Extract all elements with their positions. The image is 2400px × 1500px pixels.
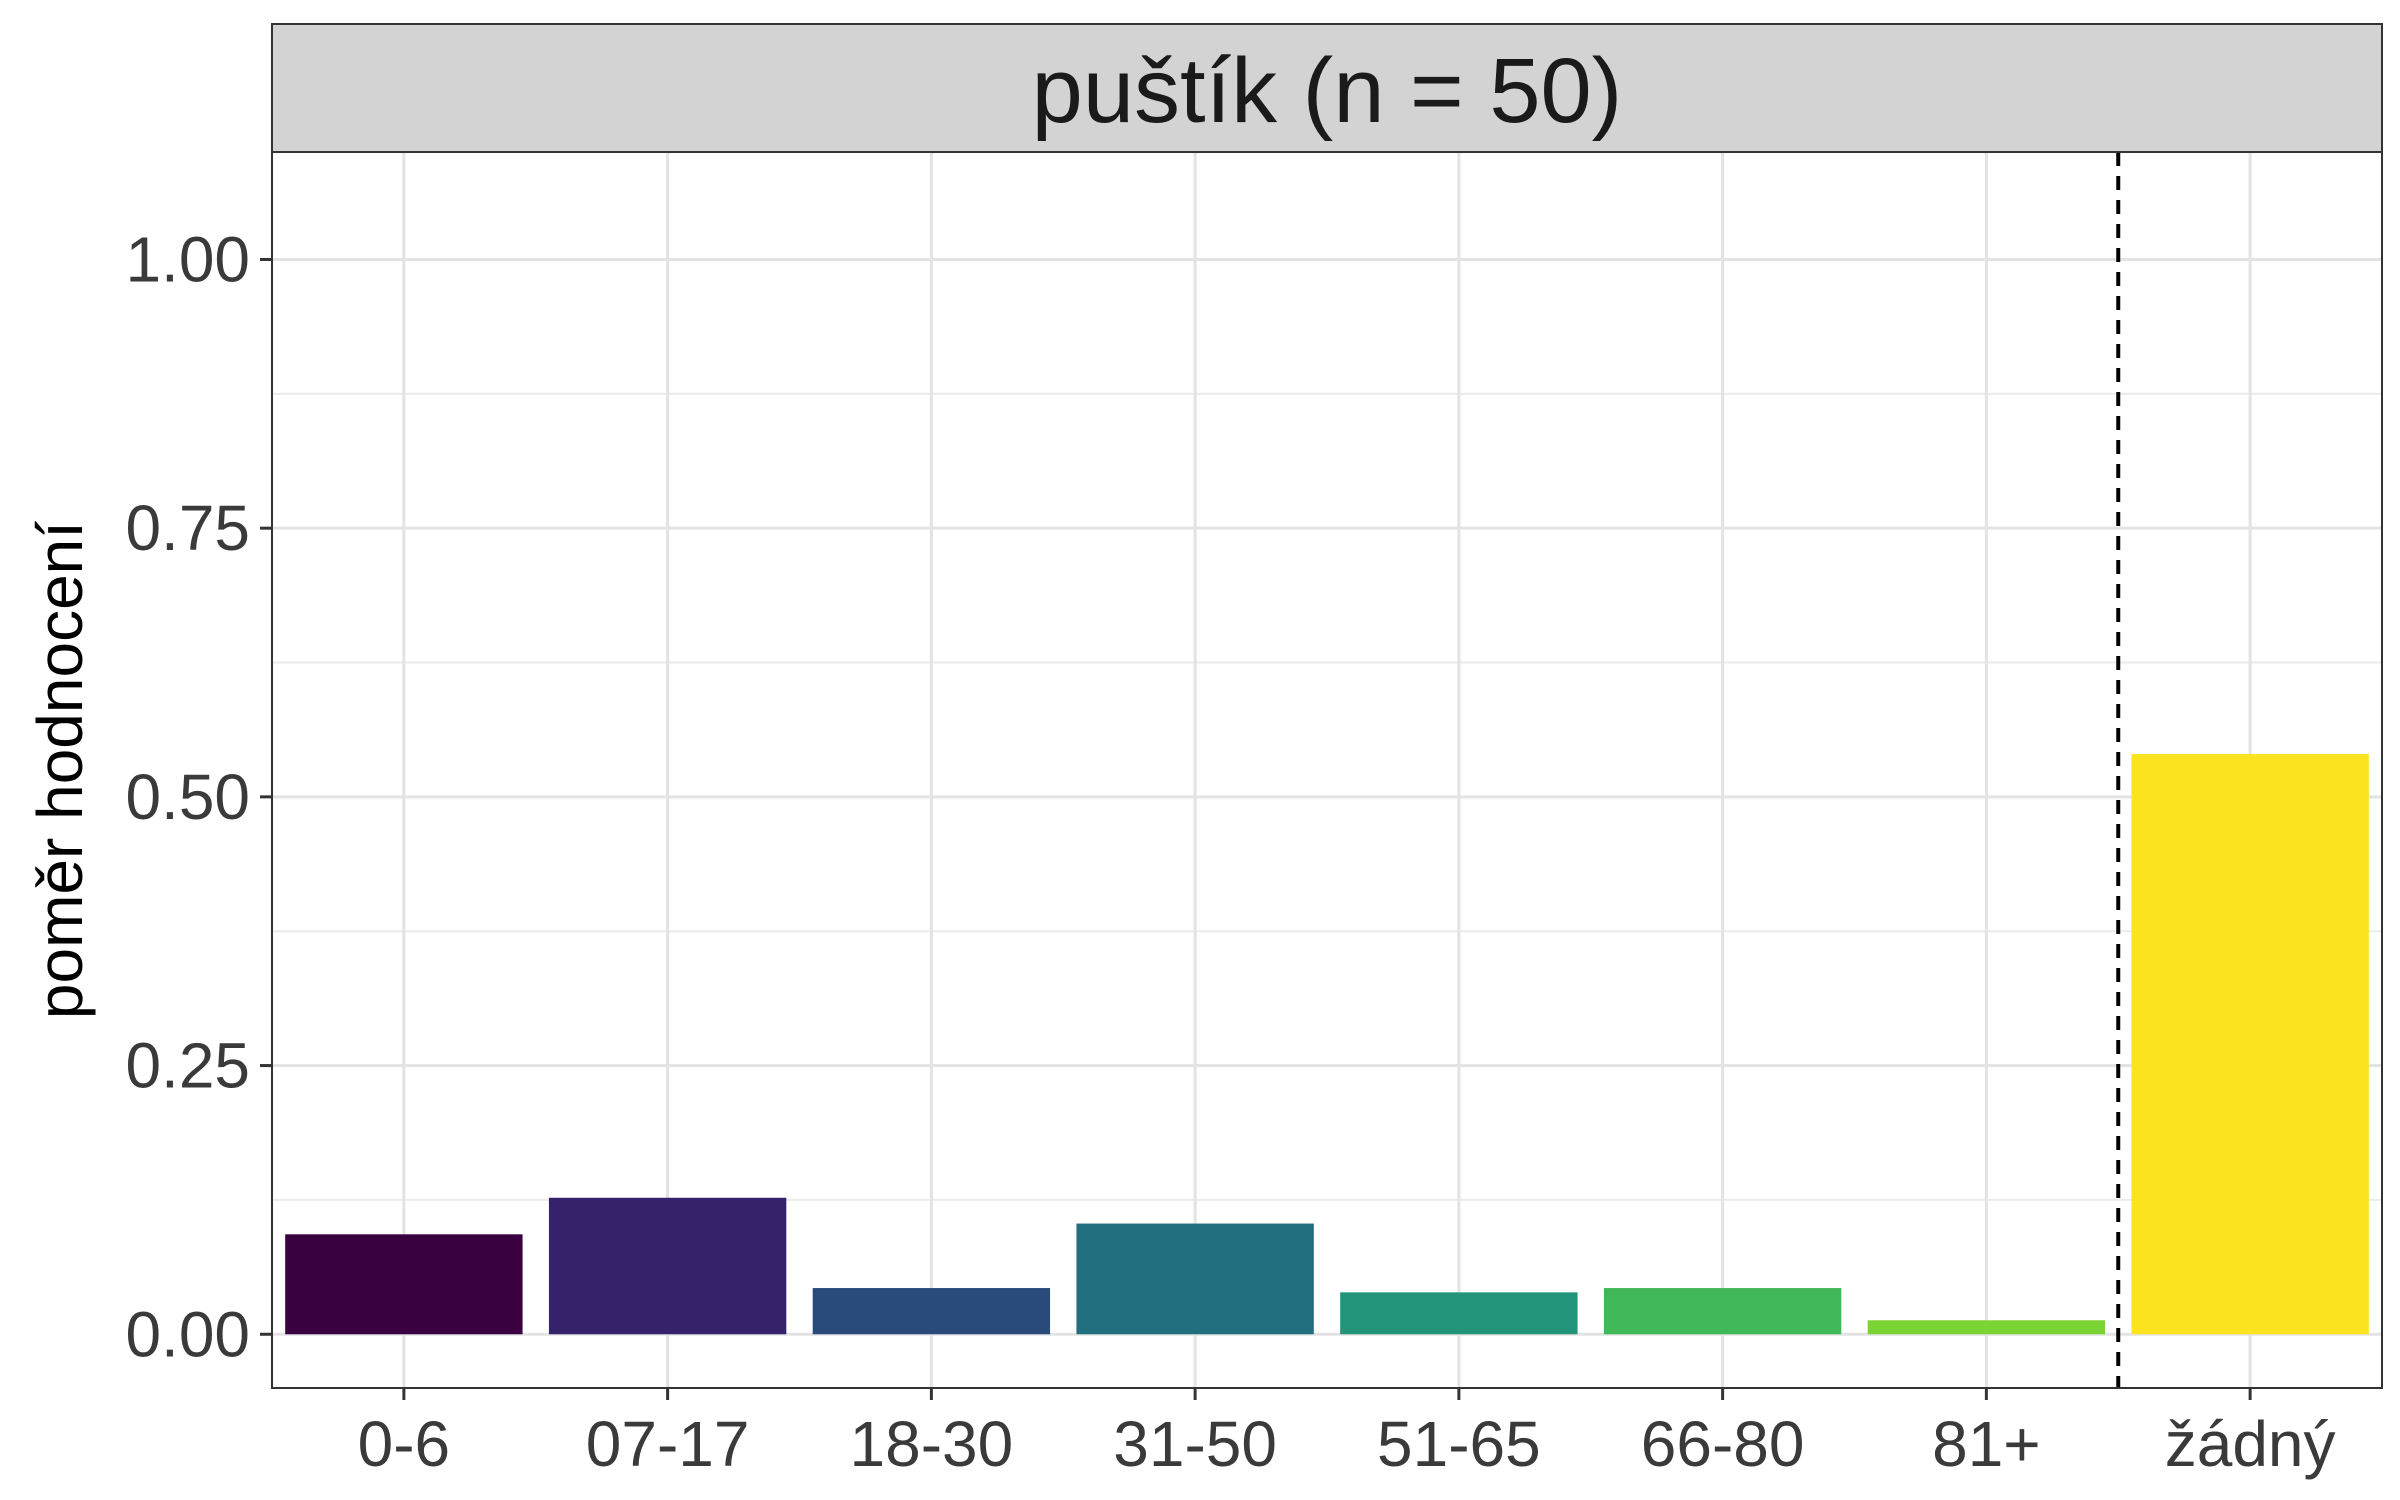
x-tick-label: 51-65 xyxy=(1377,1408,1541,1480)
bar-51-65 xyxy=(1340,1292,1578,1335)
bar-žádný xyxy=(2131,753,2369,1335)
y-tick-label: 0.50 xyxy=(125,761,250,833)
facet-strip xyxy=(271,23,2383,153)
chart-title: puštík (n = 50) xyxy=(1032,40,1623,142)
x-tick-label: žádný xyxy=(2165,1408,2336,1480)
x-axis: 0-6 07-17 18-30 31-50 51-65 66-80 81+ žádný xyxy=(358,1388,2336,1480)
y-tick-label: 0.25 xyxy=(125,1030,250,1102)
y-tick-label: 0.75 xyxy=(125,492,250,564)
y-tick-label: 0.00 xyxy=(125,1298,250,1370)
bar-07-17 xyxy=(548,1197,787,1335)
x-tick-label: 07-17 xyxy=(586,1408,750,1480)
bar-31-50 xyxy=(1076,1223,1314,1335)
bar-66-80 xyxy=(1603,1288,1842,1335)
x-tick-label: 31-50 xyxy=(1113,1408,1277,1480)
bar-81+ xyxy=(1867,1320,2106,1335)
x-tick-label: 0-6 xyxy=(358,1408,451,1480)
x-tick-label: 81+ xyxy=(1932,1408,2041,1480)
bar-0-6 xyxy=(285,1234,523,1335)
x-tick-label: 66-80 xyxy=(1641,1408,1805,1480)
bar-18-30 xyxy=(812,1288,1051,1335)
y-tick-label: 1.00 xyxy=(125,223,250,295)
x-tick-label: 18-30 xyxy=(850,1408,1014,1480)
y-axis: 0.00 0.25 0.50 0.75 1.00 xyxy=(125,223,272,1370)
minor-gridlines xyxy=(272,392,2382,1201)
bars xyxy=(285,753,2369,1335)
y-axis-title: poměr hodnocení xyxy=(24,521,96,1019)
major-gridlines xyxy=(272,152,2382,1388)
